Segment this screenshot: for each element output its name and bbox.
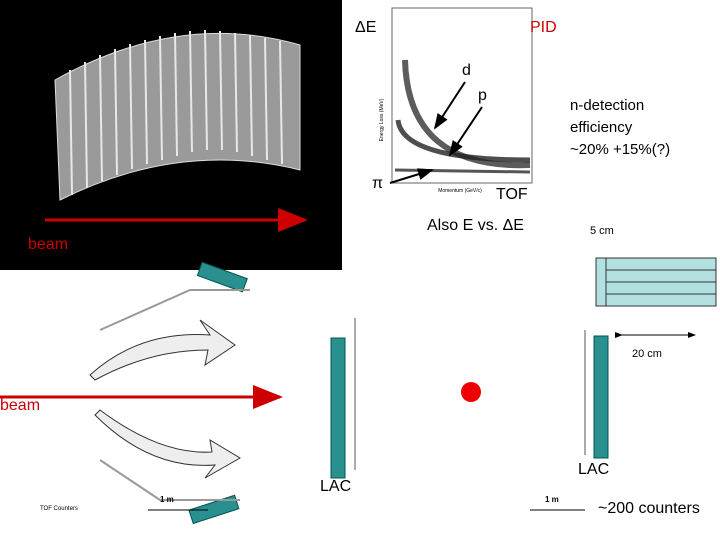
x-axis-label: Momentum (GeV/c) — [438, 188, 482, 194]
rotation-arrow — [94, 409, 241, 479]
one-m-label: 1 m — [160, 495, 174, 504]
counters-label: ~200 counters — [598, 500, 700, 517]
tof-label: TOF — [496, 186, 528, 203]
pi-label: π — [372, 175, 383, 192]
d-label: d — [462, 62, 471, 79]
tof-counters-label: TOF Counters — [40, 506, 78, 512]
twenty-cm-label: 20 cm — [632, 348, 662, 360]
counter-block — [188, 494, 240, 525]
p-label: p — [478, 87, 487, 104]
lac-label: LAC — [320, 478, 351, 495]
rotation-arrow — [89, 319, 236, 381]
one-m-label: 1 m — [545, 495, 559, 504]
counter-dividers — [605, 258, 716, 306]
pid-band-p — [395, 119, 531, 163]
also-label: Also E vs. ΔE — [427, 217, 524, 234]
wall-sketch — [99, 289, 250, 331]
counter-block — [196, 261, 248, 293]
lac-bar — [593, 335, 609, 459]
d-arrow — [433, 81, 466, 130]
wall-sketch — [99, 459, 240, 501]
delta-e-label: ΔE — [355, 19, 376, 36]
lac-label: LAC — [578, 461, 609, 478]
beam-label: beam — [0, 397, 40, 414]
lac-bar — [330, 337, 346, 479]
pi-arrow — [389, 168, 434, 184]
target — [461, 382, 481, 402]
efficiency-line: n-detection — [570, 97, 644, 114]
pid-band-pi — [394, 168, 531, 174]
pid-label: PID — [530, 19, 557, 36]
p-arrow — [448, 106, 483, 157]
five-cm-label: 5 cm — [590, 225, 614, 237]
barrel-slats — [69, 29, 283, 196]
efficiency-line: efficiency — [570, 119, 633, 136]
pid-band-d — [402, 59, 531, 169]
efficiency-line: ~20% +15%(?) — [570, 141, 670, 158]
y-axis-label: Energy Loss (MeV) — [379, 98, 385, 141]
beam-label: beam — [28, 236, 68, 253]
